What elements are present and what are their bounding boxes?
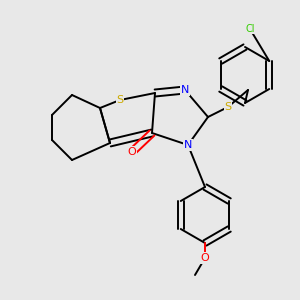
- Text: N: N: [181, 85, 189, 95]
- Text: S: S: [224, 102, 232, 112]
- Text: Cl: Cl: [245, 24, 255, 34]
- Text: O: O: [128, 147, 136, 157]
- Text: S: S: [116, 95, 124, 105]
- Text: N: N: [184, 140, 192, 150]
- Text: O: O: [201, 253, 209, 263]
